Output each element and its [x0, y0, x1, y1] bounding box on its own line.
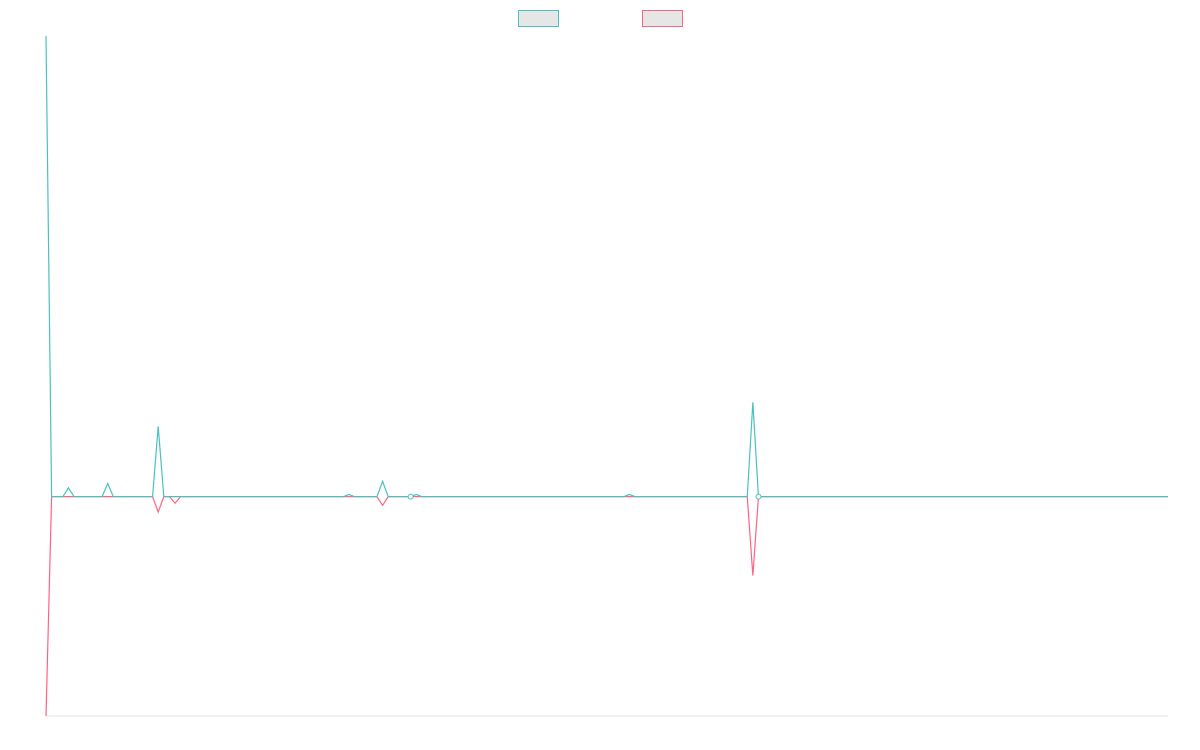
point-marker-1 — [407, 493, 414, 500]
legend-swatch-2[interactable] — [642, 10, 683, 27]
series-line-1 — [45, 35, 1168, 498]
legend — [518, 10, 683, 27]
legend-swatch-1[interactable] — [518, 10, 559, 27]
point-marker-2 — [755, 493, 762, 500]
series-group — [45, 35, 1168, 717]
series-line-2 — [45, 496, 1168, 717]
point-markers — [407, 493, 762, 500]
